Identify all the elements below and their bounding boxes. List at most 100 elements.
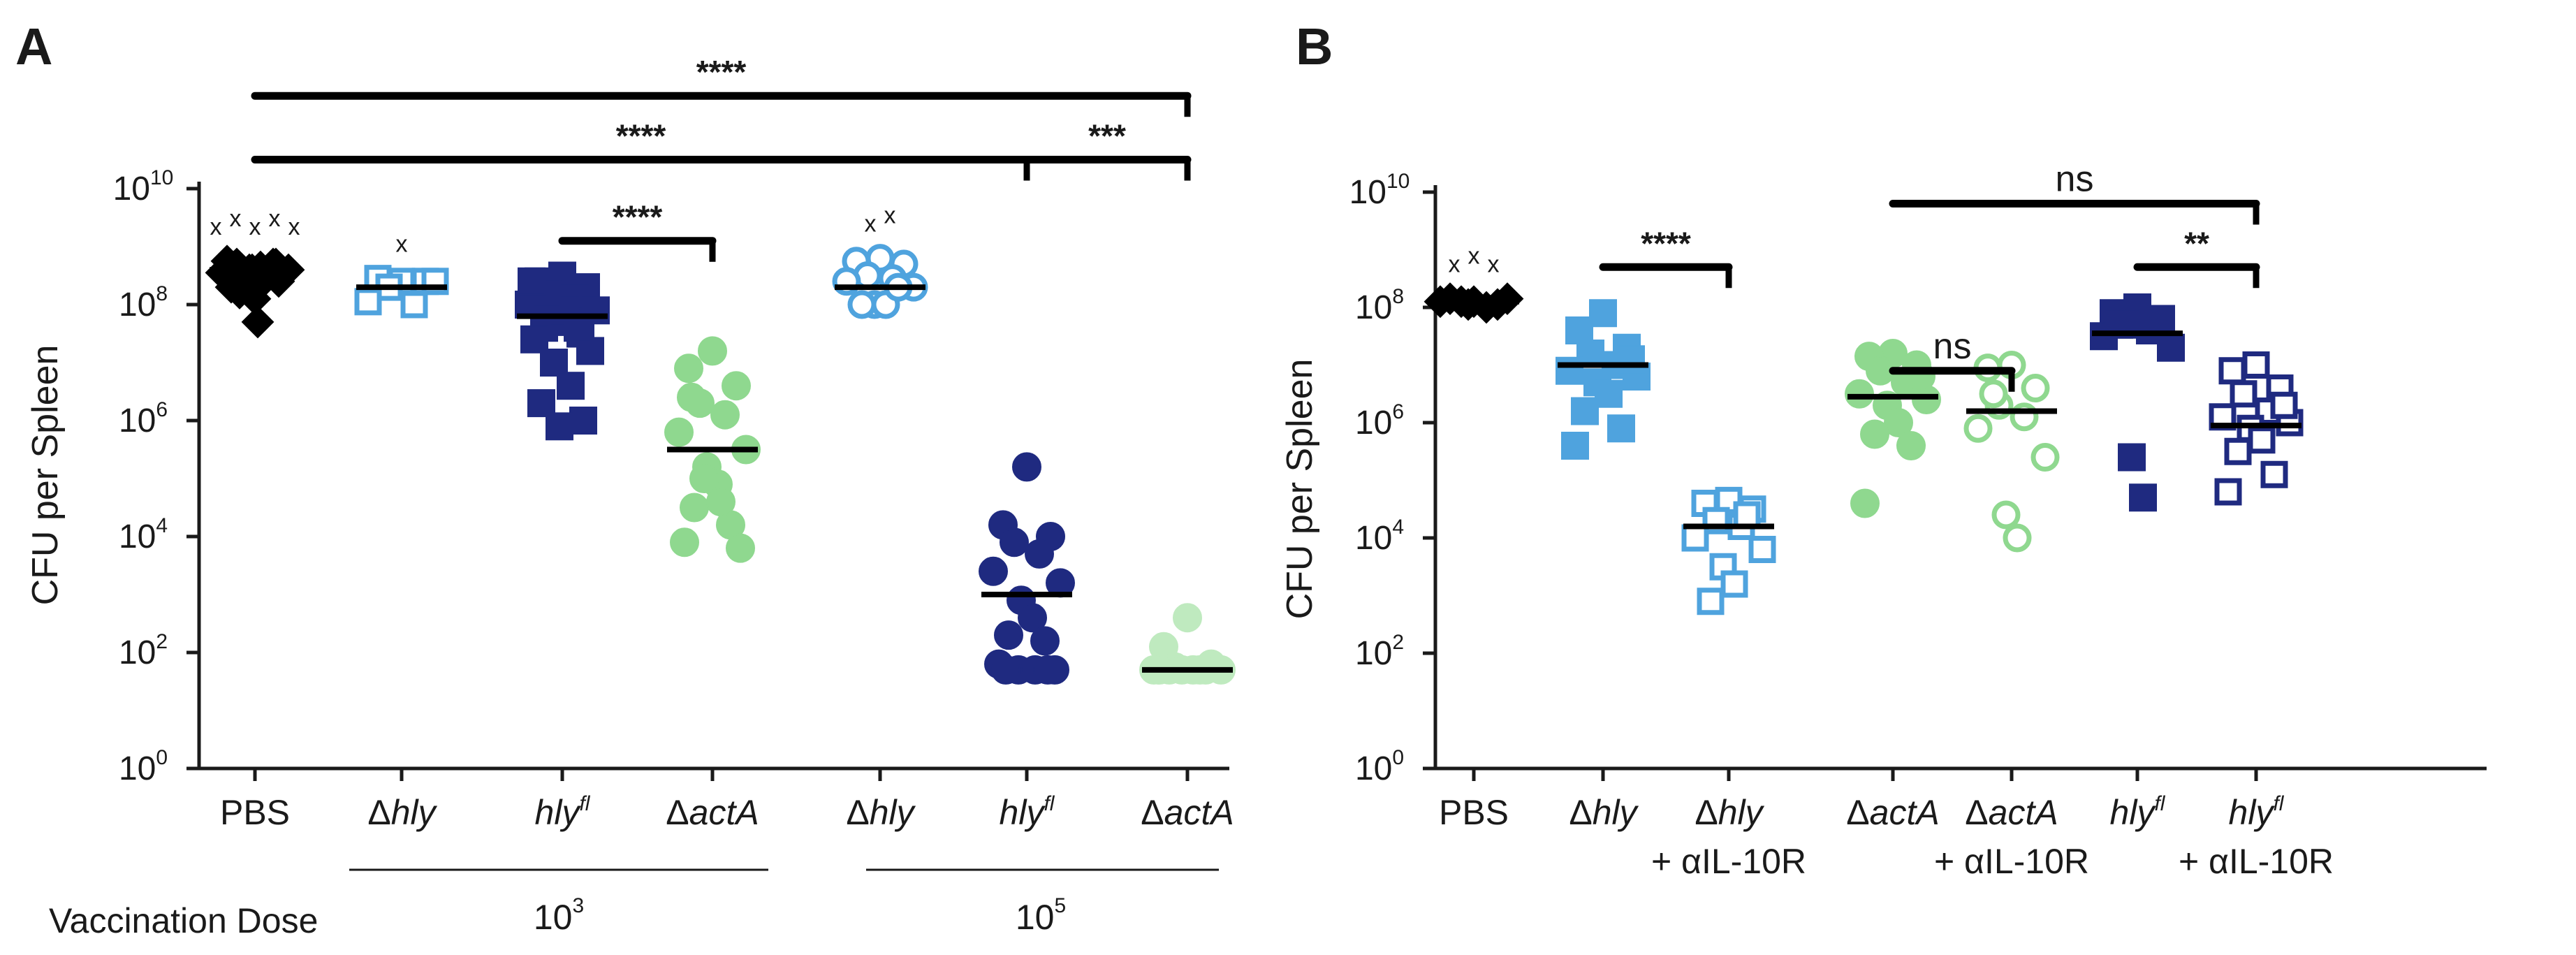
data-point (2129, 483, 2157, 512)
data-point (979, 556, 1008, 586)
data-point (994, 620, 1023, 650)
death-mark: x (1488, 251, 1500, 278)
data-point (1860, 419, 1889, 449)
data-point (1595, 379, 1623, 408)
panel-b-category-label: ΔactA (1846, 793, 1939, 832)
panel-a-ytick-label: 108 (119, 282, 168, 323)
significance-bar: ns (1889, 159, 2260, 225)
data-point (1850, 488, 1880, 518)
panel-b-series-6 (2209, 351, 2304, 506)
panel-b-category-sublabel: + αIL-10R (2179, 842, 2334, 881)
data-point (1491, 282, 1524, 316)
panel-a-letter: A (15, 17, 52, 75)
data-point (2218, 357, 2246, 385)
panel-b-category-label: ΔactA (1965, 793, 2058, 832)
significance-bar: *** (1023, 118, 1192, 181)
data-point (518, 267, 546, 296)
significance-label: ns (1933, 326, 1972, 367)
data-point (354, 288, 382, 316)
data-point (1033, 655, 1062, 685)
panel-b-ytick-label: 106 (1355, 400, 1404, 442)
panel-b-ytick-label: 104 (1355, 516, 1404, 557)
panel-b-category-label: PBS (1439, 793, 1509, 832)
panel-b-ytick-label: 102 (1355, 631, 1404, 672)
panel-a-category-label: Δhly (846, 793, 916, 832)
data-point (1025, 539, 1054, 569)
data-point (241, 305, 275, 339)
panel-b-series-2 (1681, 486, 1776, 615)
data-point (1617, 345, 1645, 374)
data-point (670, 527, 699, 557)
data-point (689, 464, 719, 493)
panel-a-category-label: Δhly (367, 793, 437, 832)
significance-bar: **** (251, 54, 1192, 117)
dose-high-label: 105 (1016, 894, 1066, 937)
data-point (557, 372, 585, 400)
data-point (1697, 588, 1725, 615)
panel-a-series-3 (664, 336, 761, 563)
panel-a-category-label: hlyfl (535, 792, 591, 832)
data-point (674, 353, 703, 384)
data-point (1607, 414, 1635, 443)
panel-a-ytick-label: 100 (119, 746, 168, 787)
panel-b-ytick-label: 1010 (1349, 170, 1410, 211)
panel-a-ytick-label: 104 (119, 514, 168, 555)
panel-a-series-1: x (354, 231, 449, 319)
death-mark: x (1468, 243, 1480, 270)
panel-b-category-sublabel: + αIL-10R (1651, 842, 1806, 881)
significance-label: ** (2184, 225, 2209, 261)
panel-b-series-5 (2090, 293, 2185, 512)
data-point (1030, 626, 1060, 656)
death-mark: x (865, 211, 877, 238)
panel-b-series-3 (1845, 339, 1941, 518)
significance-label: ns (2056, 159, 2094, 200)
data-point (722, 371, 751, 401)
data-point (1963, 414, 1993, 443)
significance-bar: **** (1599, 225, 1733, 289)
significance-label: **** (616, 118, 666, 154)
significance-label: **** (696, 54, 747, 90)
death-mark: x (288, 214, 300, 240)
panel-a-ytick-label: 102 (119, 630, 168, 671)
data-point (223, 276, 256, 309)
death-mark: x (210, 214, 222, 240)
data-point (1733, 501, 1761, 529)
data-point (1845, 379, 1874, 409)
data-point (677, 382, 706, 412)
panel-a-series-5 (979, 452, 1075, 685)
dose-low-label: 103 (534, 894, 584, 937)
data-point (710, 400, 740, 430)
panel-a-ytick-label: 1010 (113, 166, 174, 207)
significance-label: **** (1641, 225, 1691, 261)
panel-a-series-2 (515, 261, 610, 441)
data-point (400, 291, 428, 319)
panel-b-series-1 (1556, 299, 1651, 460)
data-point (527, 389, 555, 418)
data-point (2214, 478, 2242, 506)
panel-a-ylabel: CFU per Spleen (25, 345, 66, 606)
data-point (1556, 356, 1583, 385)
data-point (1748, 536, 1776, 563)
death-mark: x (884, 203, 896, 229)
data-point (698, 336, 727, 366)
data-point (569, 407, 597, 435)
panel-b-letter: B (1296, 17, 1333, 75)
data-point (540, 349, 568, 377)
death-mark: x (396, 231, 408, 258)
panel-a-ytick-label: 106 (119, 398, 168, 439)
data-point (991, 655, 1020, 685)
significance-bar: ** (2133, 225, 2260, 289)
data-point (2157, 333, 2185, 362)
data-point (1720, 570, 1748, 598)
data-point (1991, 500, 2021, 530)
panel-a-series-6 (1139, 603, 1236, 685)
data-point (546, 412, 573, 441)
data-point (2030, 443, 2060, 472)
data-point (1565, 316, 1593, 344)
panel-a-category-label: hlyfl (1000, 792, 1055, 832)
